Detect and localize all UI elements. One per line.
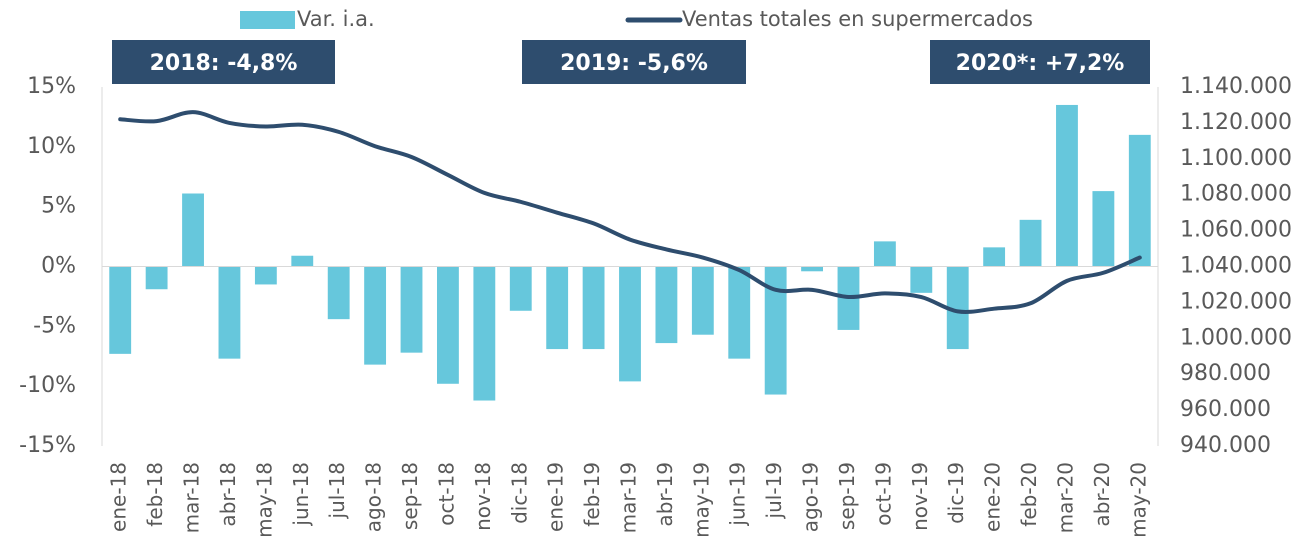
y2-tick-label: 1.080.000 bbox=[1180, 182, 1292, 207]
x-tick-label: may-20 bbox=[1126, 462, 1150, 538]
x-tick-label: jun-18 bbox=[289, 462, 313, 527]
y-tick-label: 15% bbox=[27, 74, 76, 99]
y-tick-label: 10% bbox=[27, 134, 76, 159]
y-tick-label: 5% bbox=[41, 194, 76, 219]
y2-tick-label: 1.000.000 bbox=[1180, 325, 1292, 350]
line bbox=[118, 110, 1142, 314]
bar bbox=[109, 266, 132, 354]
x-tick-label: sep-19 bbox=[835, 462, 859, 530]
x-tick-label: dic-18 bbox=[507, 462, 531, 524]
bar bbox=[910, 266, 933, 293]
bar bbox=[364, 266, 387, 365]
bar bbox=[873, 241, 896, 267]
y-tick-label: -15% bbox=[19, 433, 76, 458]
x-tick-label: oct-18 bbox=[434, 462, 458, 526]
x-tick-label: jul-19 bbox=[762, 462, 786, 519]
x-tick-label: abr-18 bbox=[216, 462, 240, 527]
legend-label: Ventas totales en supermercados bbox=[682, 7, 1033, 31]
x-tick-label: mar-18 bbox=[180, 462, 204, 533]
bar bbox=[145, 266, 168, 290]
bar bbox=[1019, 219, 1042, 267]
annotation-box bbox=[930, 40, 1150, 84]
bar bbox=[983, 247, 1006, 267]
x-tick-label: feb-19 bbox=[580, 462, 604, 527]
annotation: 2020*: +7,2% bbox=[956, 51, 1125, 76]
y2-tick-label: 1.100.000 bbox=[1180, 146, 1292, 171]
x-tick-label: may-18 bbox=[252, 462, 276, 538]
x-tick-label: oct-19 bbox=[871, 462, 895, 526]
x-tick-label: nov-19 bbox=[908, 462, 932, 531]
y2-tick-label: 1.020.000 bbox=[1180, 289, 1292, 314]
x-tick-label: ago-18 bbox=[362, 462, 386, 532]
x-tick-label: mar-20 bbox=[1053, 462, 1077, 533]
y2-tick-label: 1.040.000 bbox=[1180, 254, 1292, 279]
x-tick-label: jul-18 bbox=[325, 462, 349, 519]
y-tick-label: -10% bbox=[19, 373, 76, 398]
bar bbox=[582, 266, 605, 350]
y2-tick-label: 960.000 bbox=[1180, 397, 1271, 422]
legend-swatch bbox=[240, 11, 295, 29]
x-tick-label: ago-19 bbox=[799, 462, 823, 532]
bar bbox=[1128, 134, 1151, 267]
bar bbox=[400, 266, 423, 353]
y2-tick-label: 980.000 bbox=[1180, 361, 1271, 386]
bar bbox=[1056, 104, 1078, 267]
bar bbox=[946, 266, 969, 350]
bar bbox=[546, 266, 569, 350]
y2-tick-label: 1.060.000 bbox=[1180, 218, 1292, 243]
bar bbox=[327, 266, 350, 320]
x-tick-label: ene-18 bbox=[107, 462, 131, 532]
bar bbox=[728, 266, 751, 359]
x-tick-label: feb-18 bbox=[143, 462, 167, 527]
x-tick-label: feb-20 bbox=[1017, 462, 1041, 527]
bar bbox=[473, 266, 496, 401]
bar bbox=[801, 266, 823, 272]
x-tick-label: abr-20 bbox=[1090, 462, 1114, 527]
bar bbox=[437, 266, 459, 384]
x-tick-label: sep-18 bbox=[398, 462, 422, 530]
bar bbox=[218, 266, 241, 359]
x-tick-label: mar-19 bbox=[617, 462, 641, 533]
y-tick-label: 0% bbox=[41, 254, 76, 279]
x-tick-label: abr-19 bbox=[653, 462, 677, 527]
bar bbox=[509, 266, 532, 311]
x-tick-label: nov-18 bbox=[471, 462, 495, 531]
x-tick-label: jun-19 bbox=[726, 462, 750, 527]
bar bbox=[764, 266, 787, 395]
bar bbox=[655, 266, 678, 344]
y2-tick-label: 940.000 bbox=[1180, 433, 1271, 458]
x-tick-label: ene-20 bbox=[981, 462, 1005, 532]
bar bbox=[619, 266, 641, 382]
bar bbox=[291, 255, 314, 267]
legend-label: Var. i.a. bbox=[297, 7, 375, 31]
x-tick-label: may-19 bbox=[689, 462, 713, 538]
annotation: 2018: -4,8% bbox=[150, 51, 298, 76]
bar bbox=[254, 266, 277, 285]
annotation-box bbox=[112, 40, 335, 84]
y2-tick-label: 1.140.000 bbox=[1180, 74, 1292, 99]
annotation: 2019: -5,6% bbox=[560, 51, 708, 76]
bar bbox=[691, 266, 714, 335]
bar bbox=[1092, 191, 1115, 267]
x-tick-label: dic-19 bbox=[944, 462, 968, 524]
y2-tick-label: 1.120.000 bbox=[1180, 110, 1292, 135]
annotation-box bbox=[522, 40, 746, 84]
y-tick-label: -5% bbox=[33, 313, 76, 338]
x-tick-label: ene-19 bbox=[544, 462, 568, 532]
bar bbox=[182, 193, 204, 267]
